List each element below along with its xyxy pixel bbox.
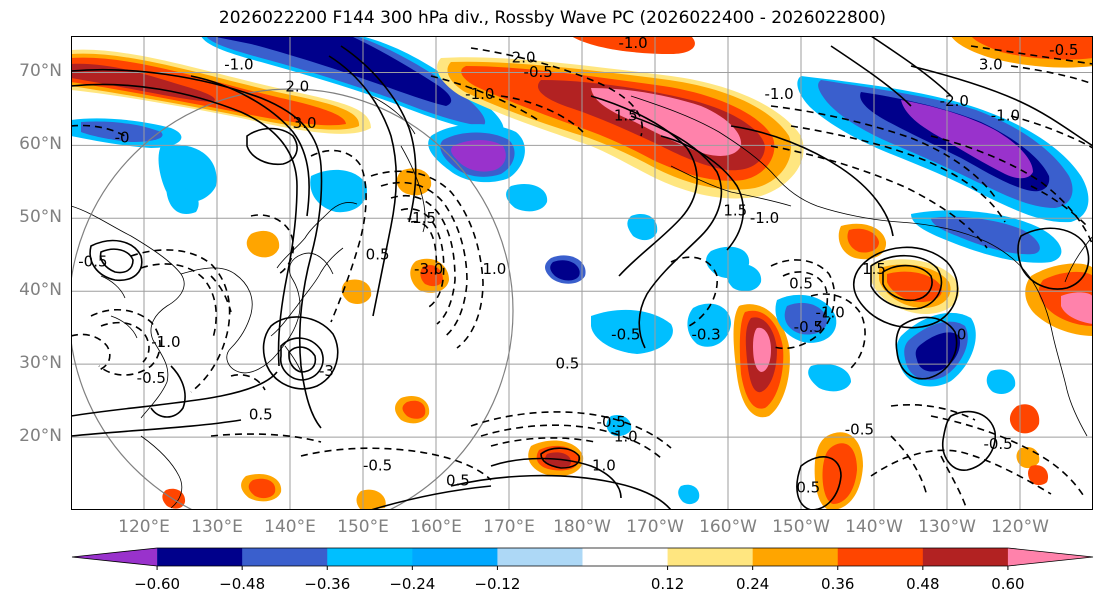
longitude-label: 160°E (410, 517, 462, 537)
contour-label: -0.5 (363, 457, 392, 475)
coastline-alaska (630, 95, 988, 243)
longitude-label: 140°W (845, 517, 903, 537)
longitude-label: 140°E (264, 517, 316, 537)
contour-label: -0.5 (78, 253, 107, 271)
map-title: 2026022200 F144 300 hPa div., Rossby Wav… (218, 8, 887, 28)
contour-label: 0.5 (446, 471, 470, 489)
contour-label: -2.0 (940, 92, 969, 110)
contour-label: 0.5 (796, 479, 820, 497)
coastline-asia (71, 202, 358, 509)
contour-label: 2.0 (285, 78, 309, 96)
contour-label: -0.3 (691, 325, 720, 343)
contour-label: -0.5 (1049, 41, 1078, 59)
colorbar-tick-label: −0.48 (219, 575, 266, 593)
colorbar-segment (412, 548, 498, 566)
contour-label: -3.0 (414, 260, 443, 278)
colorbar-tick-label: −0.12 (474, 575, 521, 593)
colorbar-tick-label: 0.12 (650, 575, 685, 593)
coastline-kamchatka (370, 95, 426, 233)
colorbar-tick-label: −0.24 (389, 575, 436, 593)
colorbar-segment (837, 548, 924, 566)
contour-label: 0.5 (366, 245, 390, 263)
contour-label: -0.5 (137, 369, 166, 387)
contour-label: -1.0 (224, 56, 253, 74)
contour-label: -1.0 (991, 107, 1020, 125)
contour-label: -0.5 (794, 318, 823, 336)
contour-label: 3.0 (979, 56, 1003, 74)
contour-label: -1.0 (151, 333, 180, 351)
colorbar-segment (497, 548, 583, 566)
contour-label: -0.5 (845, 420, 874, 438)
coastline-japan (270, 247, 344, 373)
colorbar-segment (72, 548, 158, 566)
latitude-label: 40°N (19, 280, 62, 301)
colorbar-segment (667, 548, 754, 566)
contour-label: -0.5 (524, 63, 553, 81)
contour-label: -1.0 (816, 304, 845, 322)
contour-label: -1.0 (465, 85, 494, 103)
contour-label: 2.0 (512, 48, 536, 66)
colorbar-segment (582, 548, 669, 566)
longitude-label: 120°W (991, 517, 1049, 537)
colorbar-segment (752, 548, 839, 566)
colorbar-segment (157, 548, 243, 566)
longitude-label: 150°W (772, 517, 830, 537)
latitude-label: 60°N (19, 134, 62, 155)
colorbar-segment (922, 548, 1009, 566)
map-panel: -1.0 2.0 3.0 -0 2.0 -1.0 -0.5 -1.0 1.5 -1.0 -2.0 -1… (71, 36, 1093, 510)
contour-label: -0 (115, 129, 130, 147)
colorbar-tick-label: 0.36 (821, 575, 855, 593)
contour-labels: -1.02.03.0-02.0-1.0-0.5-1.01.5-1.0 -2.0-1… (78, 36, 1078, 497)
latitude-label: 70°N (19, 61, 62, 82)
contour-label: 0 (957, 325, 967, 343)
contour-label: -1.0 (750, 209, 779, 227)
contour-label: -0.5 (597, 413, 626, 431)
contour-label: 1.0 (592, 457, 616, 475)
contour-label: 3.0 (293, 114, 317, 132)
colorbar-tick-label: 0.24 (735, 575, 770, 593)
contour-label: 1.5 (723, 202, 747, 220)
longitude-label: 120°E (118, 517, 170, 537)
longitude-label: 150°E (337, 517, 389, 537)
longitude-label: 170°E (483, 517, 535, 537)
colorbar-tick-label: −0.60 (134, 575, 181, 593)
contour-label: 0.5 (789, 274, 813, 292)
longitude-label: 170°W (626, 517, 684, 537)
colorbar-segment (327, 548, 413, 566)
colorbar (71, 547, 1094, 570)
longitude-label: 130°E (191, 517, 243, 537)
colorbar-tick-label: 0.60 (991, 575, 1025, 593)
longitude-label: 180°W (553, 517, 611, 537)
contour-label: 1.0 (614, 428, 638, 446)
contour-label: 0.5 (249, 406, 273, 424)
contours-solid (71, 36, 1093, 510)
latitude-label: 30°N (19, 353, 62, 374)
longitude-label: 160°W (699, 517, 757, 537)
colorbar-tick-label: −0.36 (304, 575, 351, 593)
colorbar-segment (242, 548, 328, 566)
contour-label: 1.0 (482, 260, 506, 278)
contour-label: -1.0 (764, 85, 793, 103)
contours-dashed (71, 45, 1093, 510)
contour-label: -3 (319, 362, 334, 380)
colorbar-tick-label: 0.48 (906, 575, 940, 593)
latitude-label: 20°N (19, 426, 62, 447)
longitude-label: 130°W (918, 517, 976, 537)
latitude-label: 50°N (19, 207, 62, 228)
coastlines (71, 95, 1093, 509)
map-frame (71, 36, 1093, 510)
contour-label: 1.5 (862, 260, 886, 278)
region-circle (71, 88, 514, 510)
contour-label: 0.5 (555, 355, 579, 373)
contour-label: -0.5 (983, 435, 1012, 453)
map-plot: -1.02.03.0-02.0-1.0-0.5-1.01.5-1.0 -2.0-1… (71, 36, 1093, 510)
contour-label: -1.5 (407, 209, 436, 227)
contour-label: -1.0 (618, 36, 647, 52)
contour-label: 1.5 (614, 107, 638, 125)
colorbar-segment (1007, 548, 1093, 566)
contour-label: -0.5 (611, 325, 640, 343)
